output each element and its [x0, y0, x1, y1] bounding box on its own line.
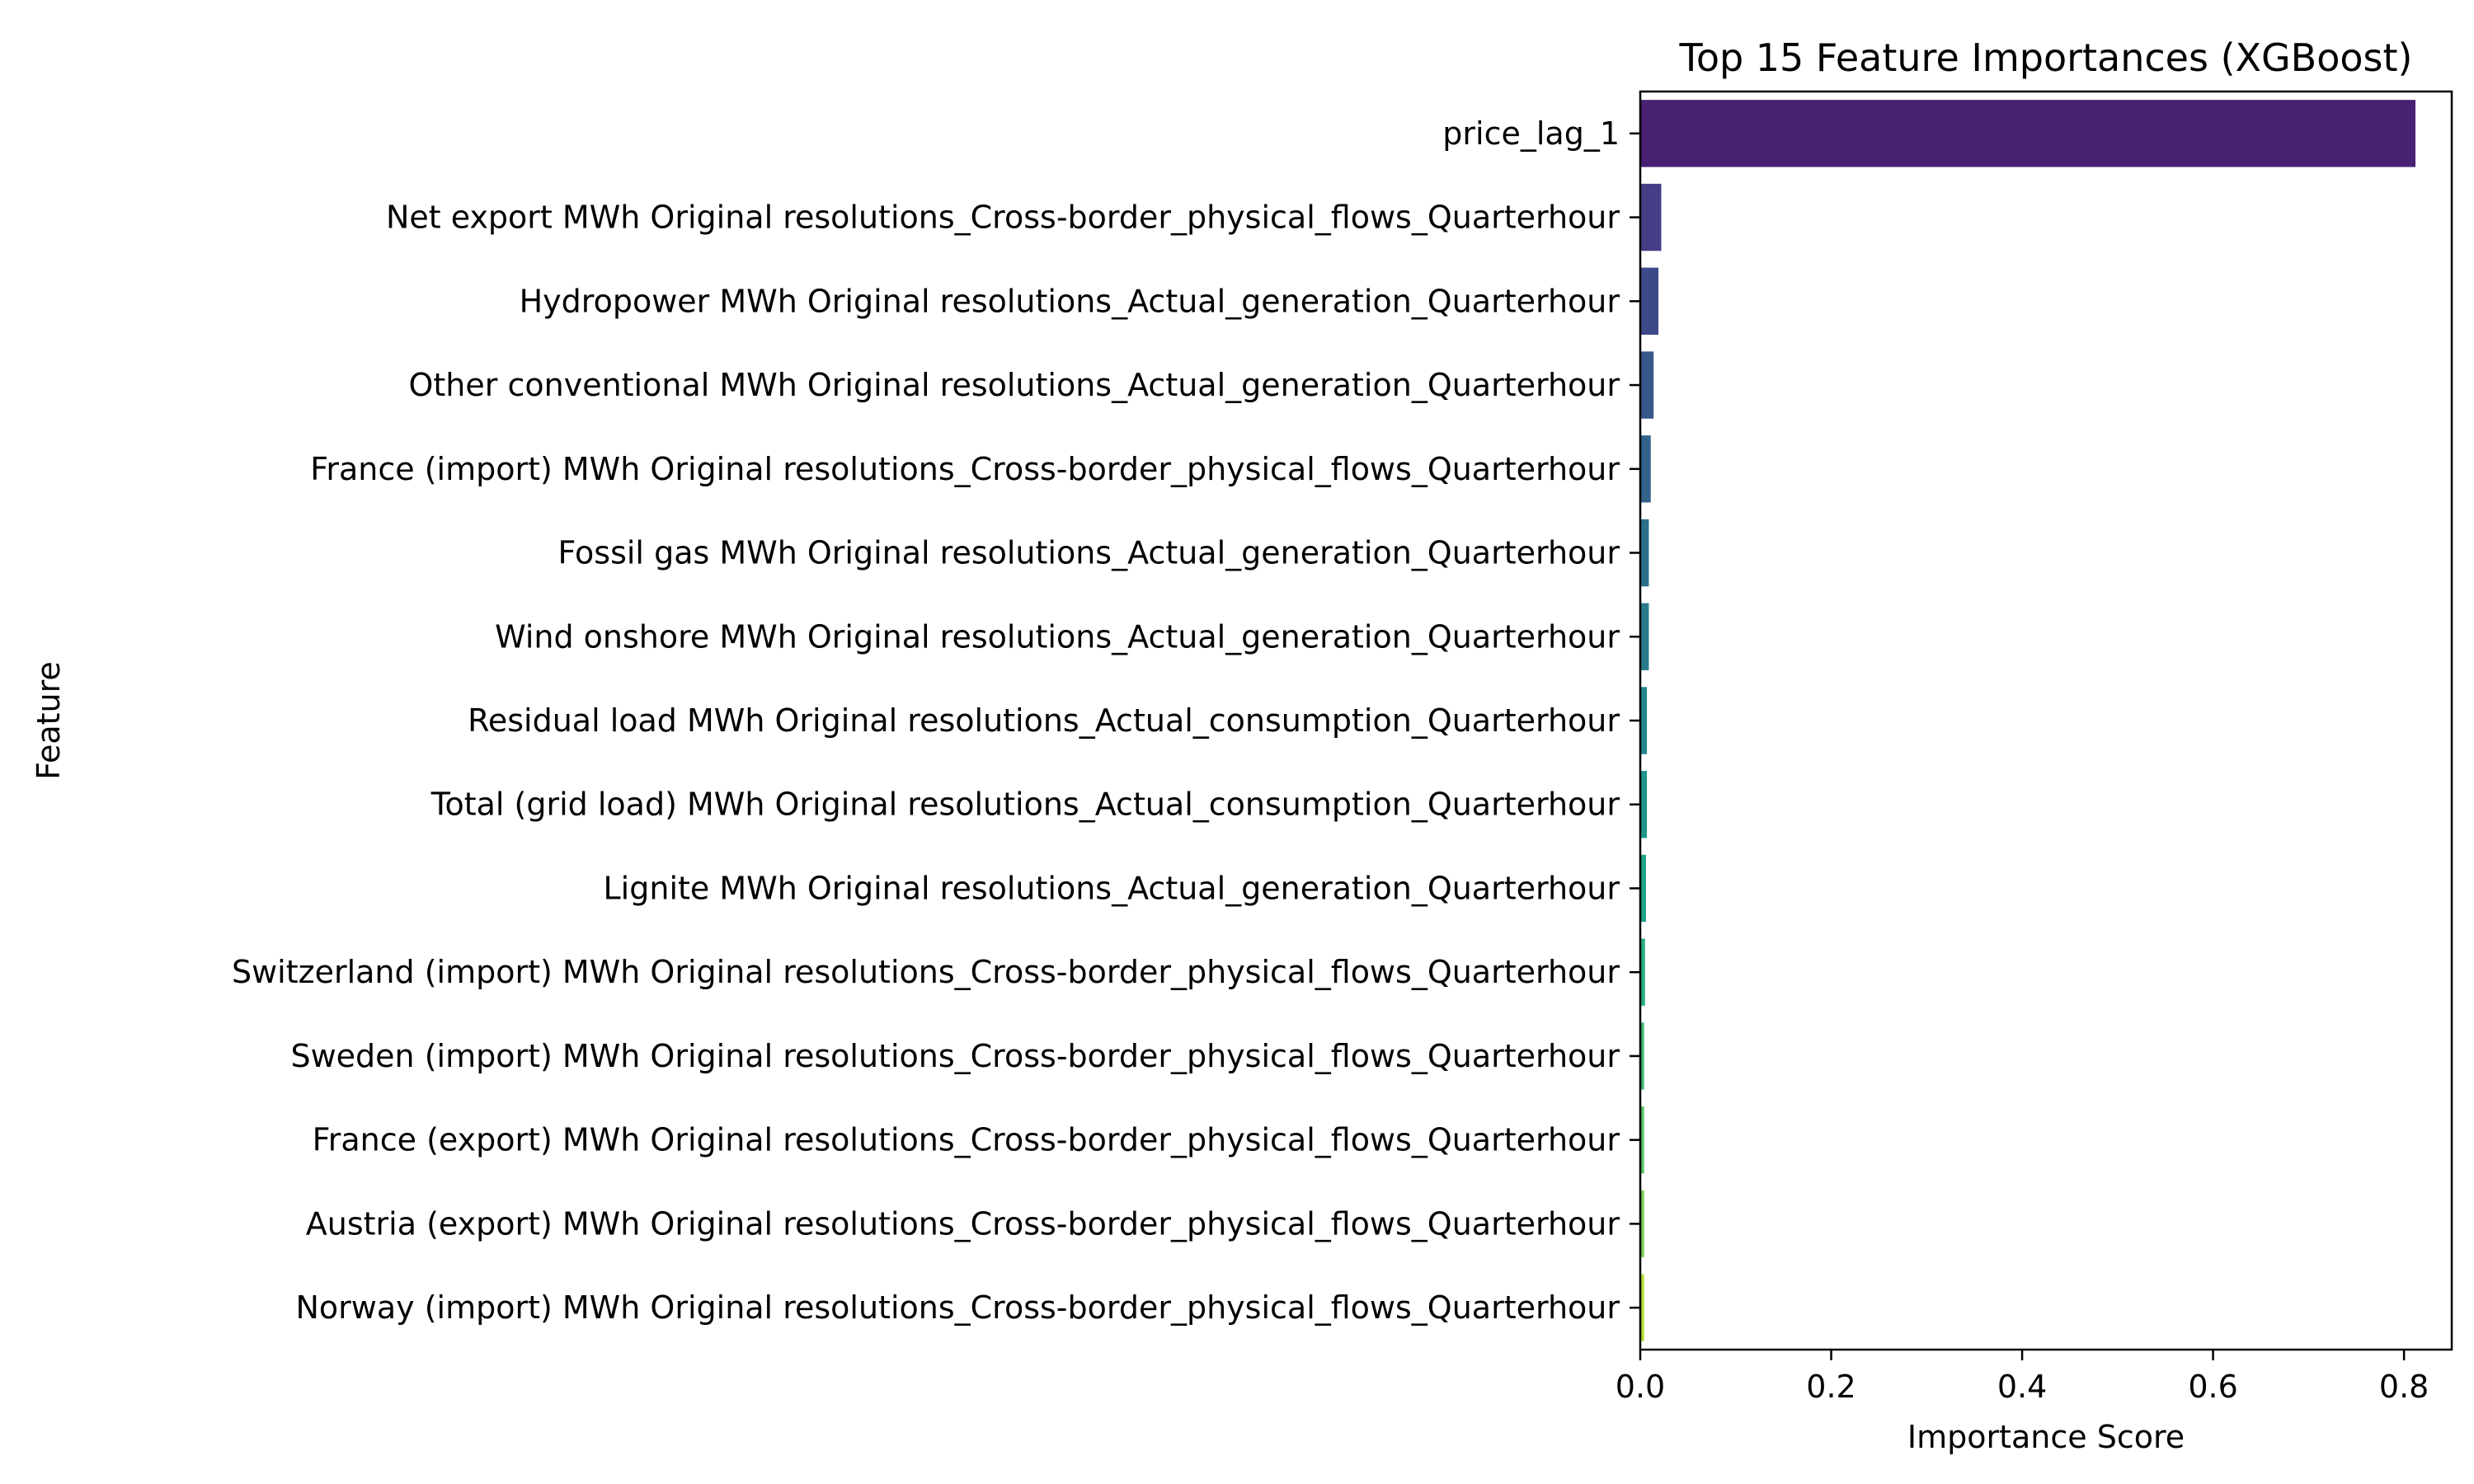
y-tick-label: Hydropower MWh Original resolutions_Actu… [520, 283, 1620, 319]
x-axis-label: Importance Score [1907, 1419, 2185, 1455]
bar [1640, 435, 1651, 503]
bar [1640, 351, 1654, 419]
y-tick-label: Net export MWh Original resolutions_Cros… [386, 200, 1620, 236]
bar [1640, 267, 1658, 336]
x-tick-label: 0.8 [2379, 1369, 2429, 1405]
y-tick-label: Other conventional MWh Original resoluti… [409, 367, 1620, 403]
y-tick-label: Fossil gas MWh Original resolutions_Actu… [558, 535, 1620, 571]
chart-title: Top 15 Feature Importances (XGBoost) [1679, 35, 2413, 80]
y-tick-label: France (import) MWh Original resolutions… [310, 451, 1620, 487]
x-tick-label: 0.2 [1806, 1369, 1856, 1405]
bar [1640, 854, 1646, 923]
y-tick-label: Lignite MWh Original resolutions_Actual_… [604, 870, 1620, 906]
y-tick-label: Sweden (import) MWh Original resolutions… [290, 1038, 1620, 1074]
y-tick-label: Austria (export) MWh Original resolution… [306, 1205, 1620, 1242]
bar [1640, 603, 1649, 670]
bar [1640, 1022, 1644, 1090]
bar [1640, 1274, 1644, 1341]
bar [1640, 1106, 1644, 1174]
bar [1640, 100, 2416, 167]
x-tick-label: 0.4 [1997, 1369, 2047, 1405]
y-tick-labels: price_lag_1 Net export MWh Original resol… [232, 115, 1640, 1326]
bars-group [1640, 100, 2416, 1341]
bar [1640, 519, 1649, 587]
x-tick-label: 0.0 [1616, 1369, 1665, 1405]
y-tick-label: France (export) MWh Original resolutions… [313, 1122, 1620, 1158]
bar [1640, 1190, 1644, 1258]
bar [1640, 687, 1648, 754]
y-axis-label: Feature [31, 661, 67, 780]
bar [1640, 183, 1662, 251]
y-tick-label: Wind onshore MWh Original resolutions_Ac… [495, 618, 1620, 655]
axes-frame [1639, 90, 2453, 1351]
y-tick-label: Residual load MWh Original resolutions_A… [468, 702, 1620, 739]
y-tick-label: Switzerland (import) MWh Original resolu… [232, 954, 1620, 990]
bar [1640, 938, 1645, 1006]
x-ticks: 0.0 0.2 0.4 0.6 0.8 [1616, 1350, 2429, 1405]
y-tick-label: price_lag_1 [1442, 115, 1620, 152]
y-tick-label: Norway (import) MWh Original resolutions… [295, 1289, 1620, 1326]
bar [1640, 771, 1648, 838]
y-tick-label: Total (grid load) MWh Original resolutio… [430, 787, 1620, 823]
x-tick-label: 0.6 [2188, 1369, 2237, 1405]
